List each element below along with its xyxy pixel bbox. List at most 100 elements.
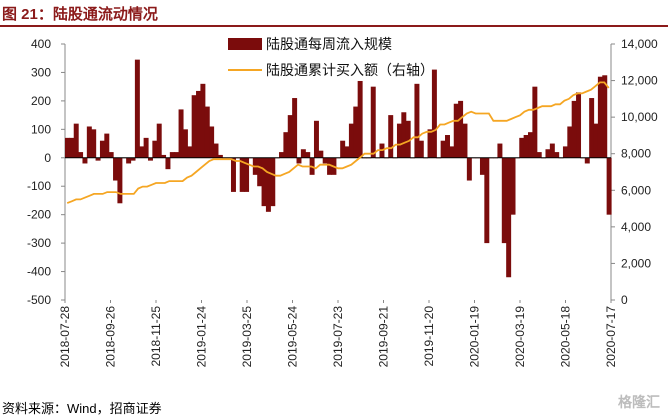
weekly-inflow-bar <box>86 126 92 158</box>
x-tick-label: 2019-09-21 <box>377 306 391 368</box>
right-tick-label: 14,000 <box>621 37 658 51</box>
weekly-inflow-bar <box>414 83 420 158</box>
left-tick-label: 300 <box>31 65 51 79</box>
weekly-inflow-bar <box>270 157 276 207</box>
x-tick-label: 2018-11-25 <box>149 306 163 367</box>
x-tick-label: 2019-07-23 <box>331 306 345 368</box>
weekly-inflow-bar <box>501 157 507 244</box>
figure-title: 图 21：陆股通流动情况 <box>2 6 158 23</box>
weekly-inflow-bar <box>562 146 568 158</box>
weekly-inflow-bar <box>283 132 289 158</box>
weekly-inflow-bar <box>497 143 503 158</box>
right-tick-label: 8,000 <box>621 147 651 161</box>
weekly-inflow-bar <box>418 140 424 158</box>
right-tick-label: 12,000 <box>621 74 658 88</box>
weekly-inflow-bar <box>156 123 162 158</box>
weekly-inflow-bar <box>396 123 402 158</box>
weekly-inflow-bar <box>73 123 79 158</box>
weekly-inflow-bar <box>169 152 175 158</box>
x-tick-label: 2018-09-26 <box>104 306 118 368</box>
left-tick-label: 400 <box>31 37 51 51</box>
weekly-inflow-bar <box>519 137 525 158</box>
weekly-inflow-bar <box>152 140 158 158</box>
weekly-inflow-bar <box>589 98 595 158</box>
weekly-inflow-bar <box>126 157 132 164</box>
weekly-inflow-bar <box>78 152 84 158</box>
weekly-inflow-bar <box>200 83 206 158</box>
x-tick-label: 2020-03-19 <box>513 306 527 368</box>
legend-swatch-bars <box>228 38 262 50</box>
left-tick-label: 0 <box>44 151 51 165</box>
weekly-inflow-bar <box>484 157 490 244</box>
weekly-inflow-bar <box>217 154 223 158</box>
weekly-inflow-bar <box>95 157 101 161</box>
weekly-inflow-bar <box>279 152 284 158</box>
left-tick-label: -500 <box>27 293 51 307</box>
weekly-inflow-bar <box>593 123 599 158</box>
weekly-inflow-bar <box>230 157 236 192</box>
weekly-inflow-bar <box>174 152 180 158</box>
left-tick-label: -200 <box>27 208 51 222</box>
right-tick-label: 10,000 <box>621 110 658 124</box>
weekly-inflow-bar <box>292 98 298 158</box>
weekly-inflow-bar <box>305 152 311 158</box>
weekly-inflow-bar <box>606 157 612 215</box>
left-tick-label: 100 <box>31 122 51 136</box>
x-tick-label: 2018-07-28 <box>58 306 72 368</box>
x-tick-label: 2020-05-18 <box>559 306 573 368</box>
weekly-inflow-bar <box>370 86 376 158</box>
weekly-inflow-bar <box>117 157 123 204</box>
weekly-inflow-bar <box>191 95 197 158</box>
weekly-inflow-bar <box>458 100 464 158</box>
weekly-inflow-bar <box>147 157 153 161</box>
weekly-inflow-bar <box>576 92 582 158</box>
weekly-inflow-bar <box>265 157 271 212</box>
weekly-inflow-bar <box>300 149 306 158</box>
weekly-inflow-bar <box>82 157 88 164</box>
title-rule <box>0 25 668 27</box>
left-tick-label: -100 <box>27 179 51 193</box>
weekly-inflow-bar <box>213 143 219 158</box>
weekly-inflow-bar <box>91 129 97 158</box>
legend-label-bars: 陆股通每周流入规模 <box>266 36 392 52</box>
x-tick-label: 2020-07-17 <box>604 306 618 368</box>
x-tick-label: 2019-03-25 <box>240 306 254 368</box>
left-tick-label: -400 <box>27 265 51 279</box>
x-tick-label: 2019-01-24 <box>195 306 209 368</box>
left-tick-label: -300 <box>27 236 51 250</box>
weekly-inflow-bar <box>113 157 119 181</box>
weekly-inflow-bar <box>261 157 267 207</box>
weekly-inflow-bar <box>602 75 608 158</box>
weekly-inflow-bar <box>139 146 145 158</box>
weekly-inflow-bar <box>405 120 411 158</box>
weekly-inflow-bar <box>257 157 263 187</box>
weekly-inflow-bar <box>134 59 140 158</box>
weekly-inflow-bar <box>462 123 468 158</box>
weekly-inflow-bar <box>571 100 577 158</box>
weekly-inflow-bar <box>340 140 346 158</box>
weekly-inflow-bar <box>510 157 516 215</box>
right-tick-label: 2,000 <box>621 256 651 270</box>
weekly-inflow-bar <box>449 146 455 158</box>
weekly-inflow-bar <box>239 157 245 192</box>
left-tick-label: 200 <box>31 94 51 108</box>
weekly-inflow-bar <box>554 152 560 158</box>
weekly-inflow-bar <box>523 135 529 158</box>
weekly-inflow-bar <box>244 157 250 192</box>
watermark: 格隆汇 <box>618 394 660 410</box>
weekly-inflow-bar <box>353 106 359 158</box>
weekly-inflow-bar <box>327 157 333 175</box>
weekly-inflow-bar <box>196 90 202 158</box>
cumulative-purchase-line <box>66 81 610 204</box>
weekly-inflow-bar <box>182 129 188 158</box>
weekly-inflow-bar <box>130 157 136 161</box>
weekly-inflow-bar <box>401 112 407 158</box>
weekly-inflow-bar <box>165 157 171 170</box>
weekly-inflow-bar <box>549 143 555 158</box>
weekly-inflow-bar <box>313 120 319 158</box>
weekly-inflow-bar <box>204 106 210 158</box>
weekly-inflow-bar <box>65 137 70 158</box>
weekly-inflow-bar <box>466 157 472 181</box>
x-tick-label: 2019-11-20 <box>422 306 436 367</box>
weekly-inflow-bar <box>528 132 533 158</box>
